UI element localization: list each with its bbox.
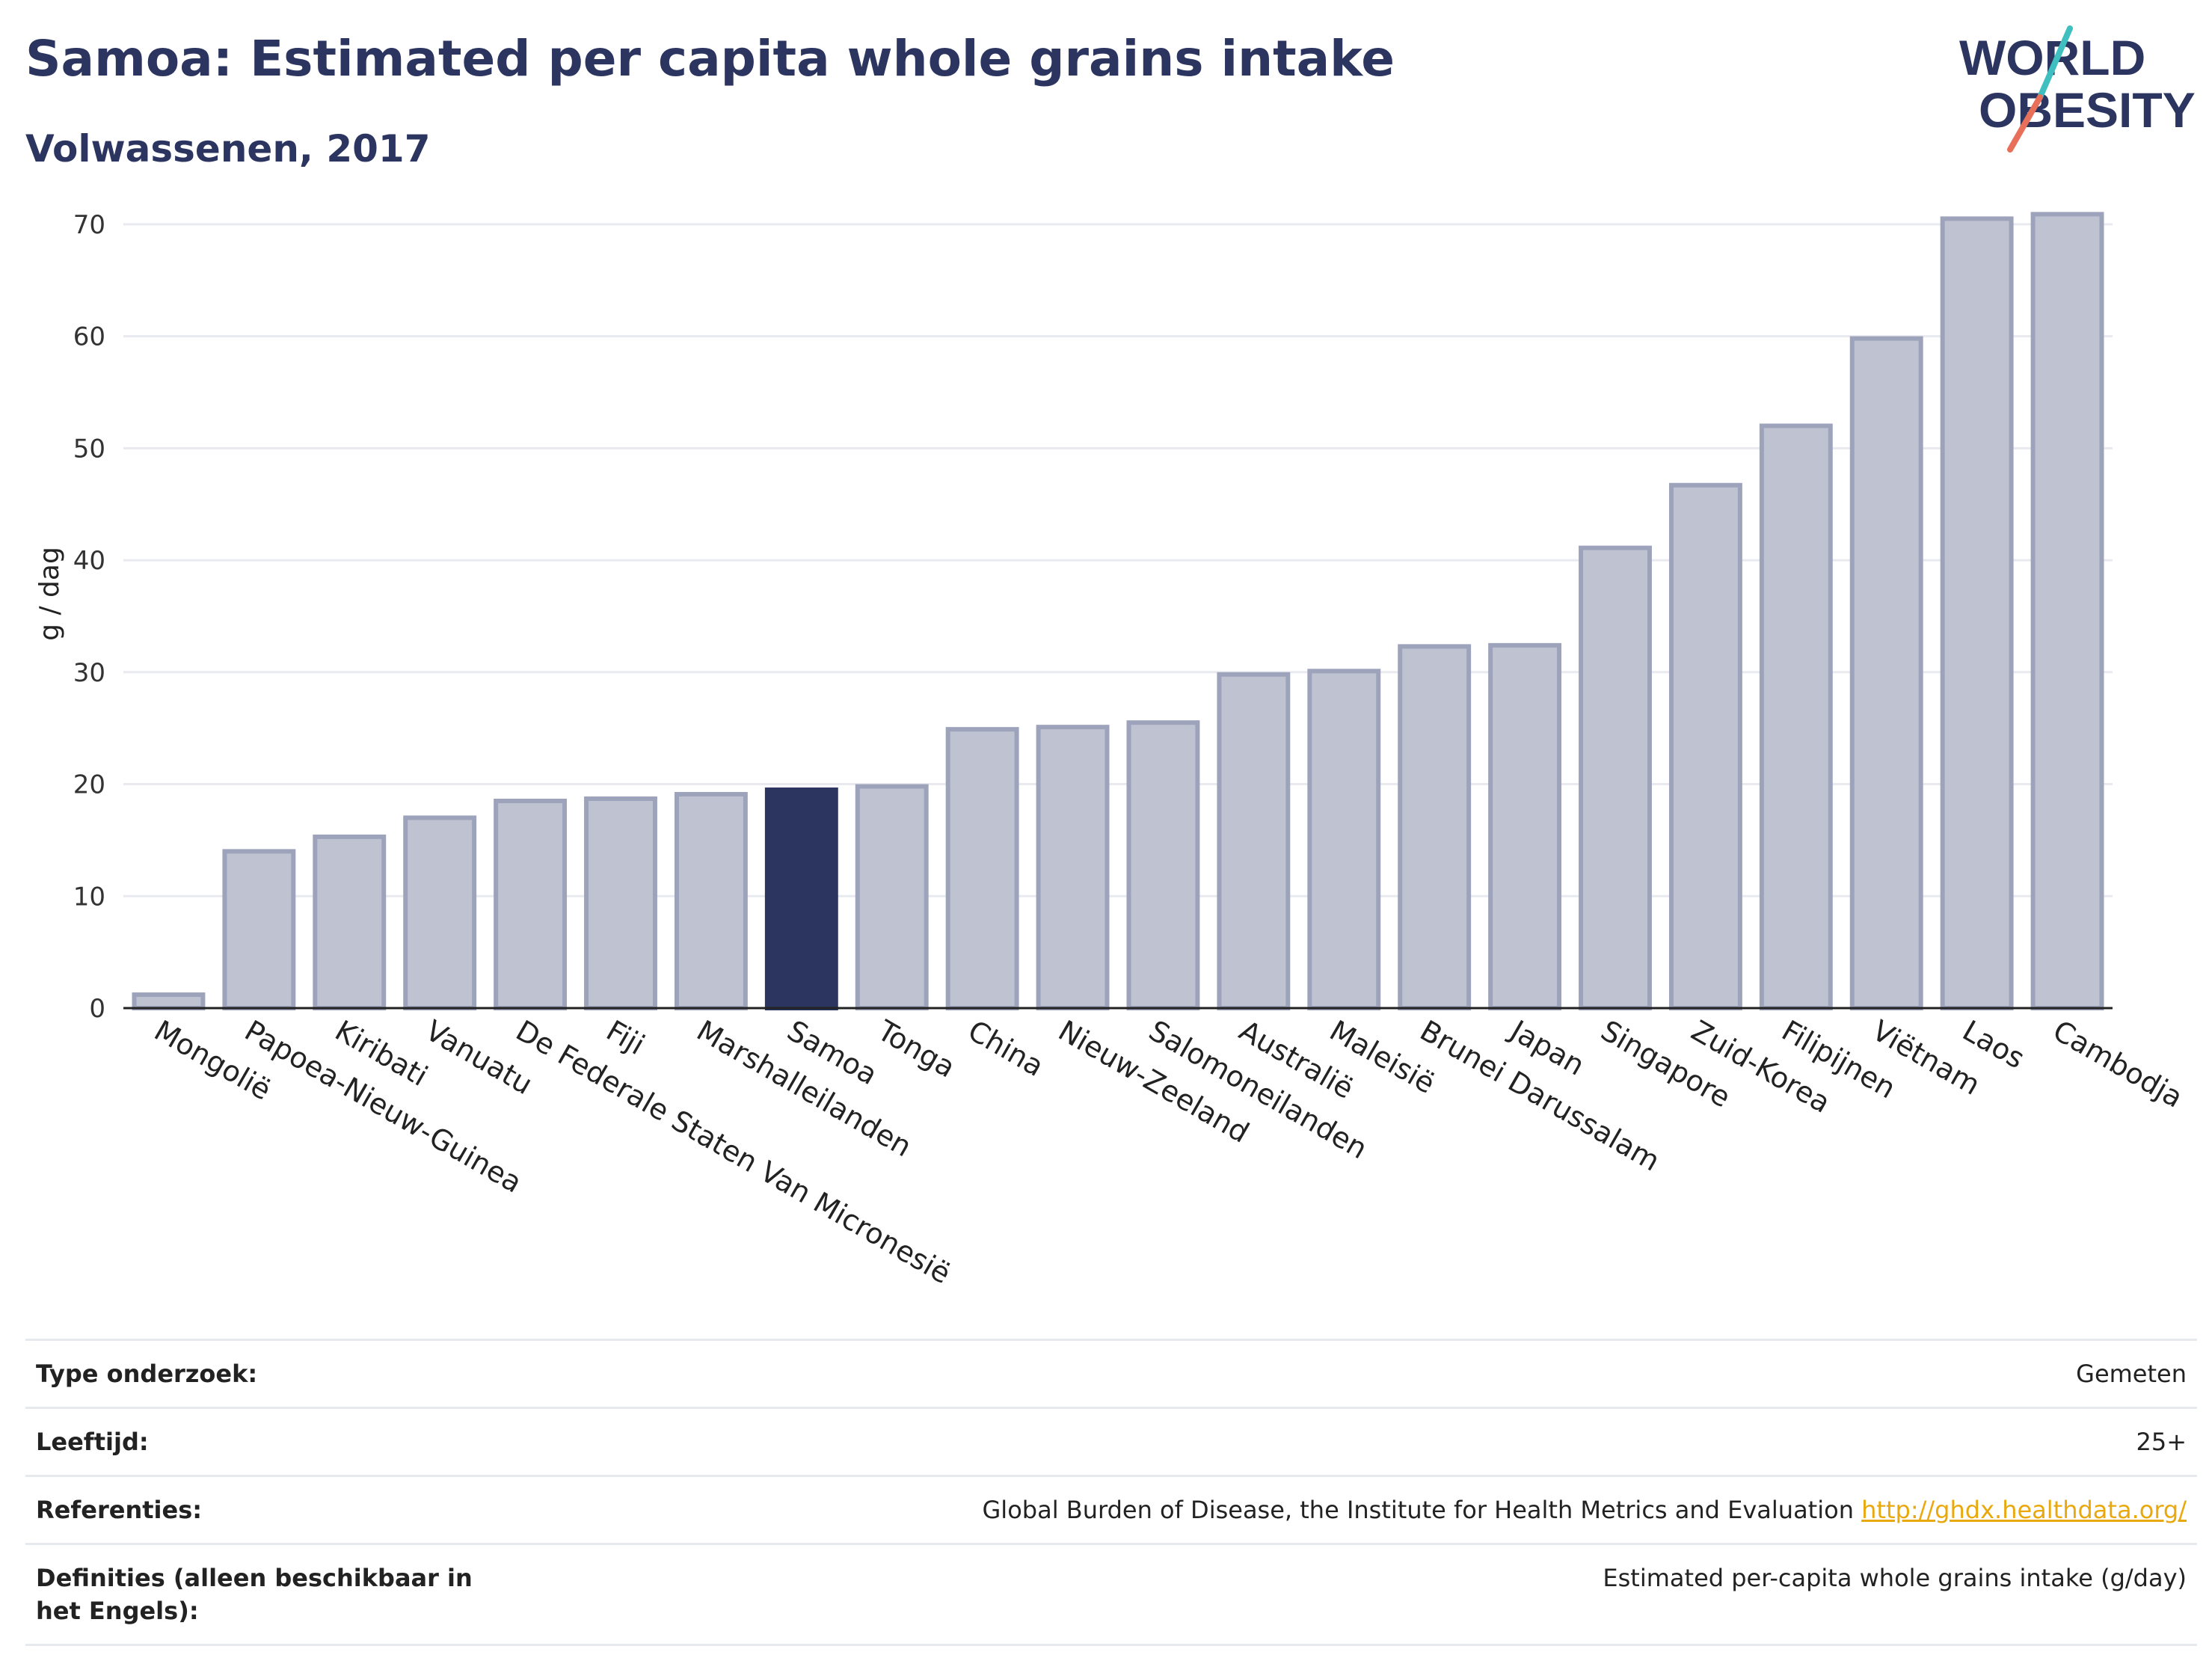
x-tick-label: China (962, 1014, 1049, 1083)
logo-text-world: WORLD (1959, 30, 2145, 85)
bar (1398, 644, 1472, 1010)
table-row: Type onderzoek: Gemeten (25, 1339, 2197, 1408)
y-tick-label: 20 (73, 770, 105, 800)
bar (1307, 669, 1381, 1011)
meta-value: 25+ (2136, 1428, 2187, 1456)
meta-label: Leeftijd: (36, 1428, 149, 1456)
logo-text-obesity: OBESITY (1979, 82, 2196, 138)
meta-label: Type onderzoek: (36, 1360, 258, 1388)
bar (1849, 336, 1923, 1010)
logo-slash-coral-icon (2007, 94, 2043, 153)
x-tick-label: Tonga (871, 1013, 960, 1084)
bar (674, 792, 748, 1011)
reference-link[interactable]: http://ghdx.healthdata.org/ (1861, 1496, 2187, 1524)
bar (1217, 672, 1291, 1010)
y-tick-label: 40 (73, 546, 105, 576)
bar (132, 992, 206, 1011)
meta-value-references: Global Burden of Disease, the Institute … (525, 1476, 2197, 1544)
meta-value: Estimated per-capita whole grains intake… (1603, 1564, 2187, 1592)
bar-chart: 0 10 20 30 40 50 60 70 g / dag Mongolië Papoea-Nie… (0, 179, 2212, 1316)
table-row: Leeftijd: 25+ (25, 1407, 2197, 1476)
y-tick-label: 50 (73, 434, 105, 464)
x-tick-label: Fiji (601, 1014, 651, 1061)
bar (855, 784, 929, 1011)
meta-label: Referenties: (36, 1496, 203, 1524)
bar (1668, 482, 1742, 1011)
x-tick-label: Cambodja (2047, 1014, 2188, 1114)
table-row: Referenties: Global Burden of Disease, t… (25, 1476, 2197, 1544)
bar (1759, 423, 1833, 1010)
logo-slash-teal-icon (2037, 25, 2073, 100)
reference-text: Global Burden of Disease, the Institute … (982, 1496, 1854, 1524)
y-axis-label: g / dag (34, 547, 65, 641)
page-subtitle: Volwassenen, 2017 (25, 127, 431, 171)
meta-label: Definities (alleen beschikbaar in het En… (36, 1564, 473, 1625)
table-row: Definities (alleen beschikbaar in het En… (25, 1544, 2197, 1645)
y-tick-label: 0 (89, 994, 105, 1024)
bar (1126, 720, 1200, 1011)
bar (1579, 545, 1652, 1010)
bar (2030, 212, 2104, 1010)
metadata-table: Type onderzoek: Gemeten Leeftijd: 25+ Re… (25, 1339, 2197, 1646)
y-tick-label: 70 (73, 210, 105, 240)
y-tick-label: 60 (73, 322, 105, 352)
bar-highlighted (764, 787, 838, 1010)
bar (1488, 642, 1562, 1010)
y-tick-label: 10 (73, 882, 105, 912)
bar (313, 834, 387, 1010)
bar (584, 796, 657, 1011)
bar (1036, 725, 1110, 1011)
bar (494, 799, 568, 1010)
bar (222, 849, 296, 1010)
y-tick-label: 30 (73, 658, 105, 688)
bar (945, 727, 1019, 1010)
meta-value: Gemeten (2076, 1360, 2187, 1388)
page-title: Samoa: Estimated per capita whole grains… (25, 30, 1395, 87)
world-obesity-logo[interactable]: WORLD OBESITY (1958, 22, 2197, 157)
bar (403, 815, 477, 1011)
bar (1940, 216, 2014, 1011)
